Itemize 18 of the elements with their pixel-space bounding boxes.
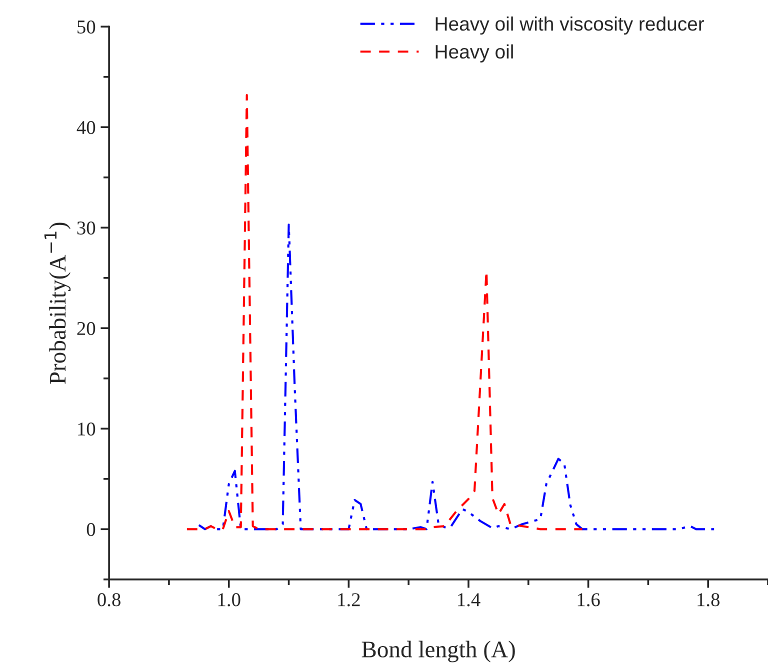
line-series: [198, 224, 716, 530]
x-tick-label: 0.8: [98, 593, 120, 606]
y-tick-label: 30: [77, 221, 96, 235]
x-tick-label: 1.6: [578, 593, 600, 606]
x-tick-label: 1.4: [458, 593, 480, 606]
x-axis-title: Bond length (A): [362, 640, 515, 662]
line-series: [186, 94, 584, 530]
x-tick-label: 1.0: [218, 593, 240, 606]
legend-label: Heavy oil: [436, 44, 513, 62]
y-axis-title: Probability(A$^{−1}$): [44, 222, 71, 384]
y-tick-label: 40: [76, 120, 96, 134]
y-tick-label: 20: [77, 322, 96, 336]
x-tick-label: 1.8: [698, 593, 720, 606]
y-tick-label: 50: [78, 20, 96, 34]
y-tick-label: 0: [86, 522, 96, 536]
legend-label: Heavy oil with viscosity reducer: [436, 16, 704, 35]
y-tick-label: 10: [78, 422, 96, 436]
x-tick-label: 1.2: [338, 593, 360, 606]
